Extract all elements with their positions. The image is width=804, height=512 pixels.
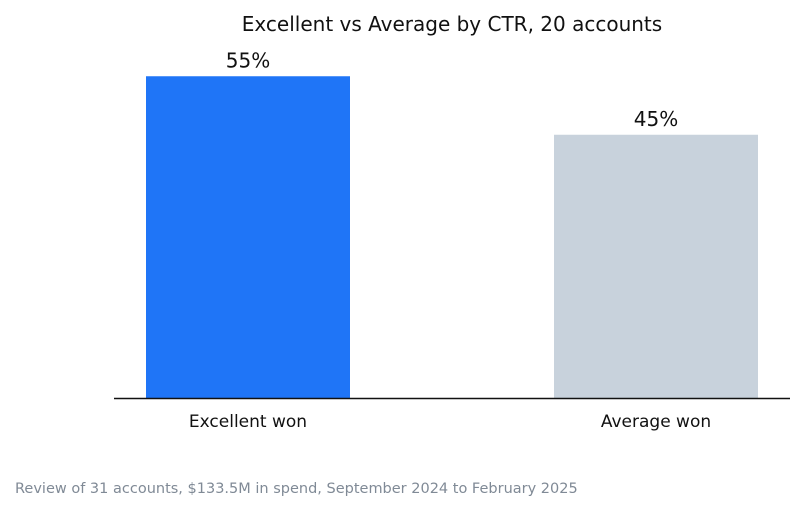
chart-title: Excellent vs Average by CTR, 20 accounts (242, 12, 662, 36)
bar-excellent-won (146, 76, 350, 398)
tick-label-average-won: Average won (601, 412, 711, 432)
bars-layer (146, 76, 758, 398)
value-label-average-won: 45% (634, 107, 678, 131)
value-label-excellent-won: 55% (226, 48, 270, 72)
footnote: Review of 31 accounts, $133.5M in spend,… (15, 481, 578, 497)
value-labels-layer: 55% 45% (226, 48, 678, 131)
tick-label-excellent-won: Excellent won (189, 412, 307, 432)
tick-labels-layer: Excellent won Average won (189, 412, 711, 432)
bar-average-won (554, 134, 758, 398)
